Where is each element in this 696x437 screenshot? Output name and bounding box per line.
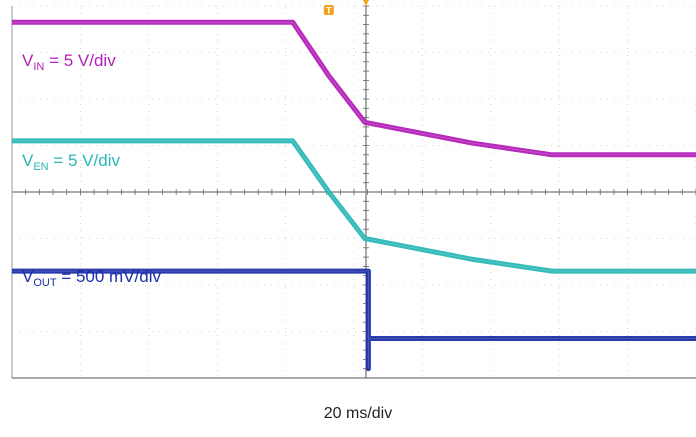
trace-noise-vin <box>12 21 696 156</box>
series-labels: VIN = 5 V/div VEN = 5 V/div VOUT = 500 mV/… <box>22 51 161 289</box>
trigger-arrow <box>363 0 369 6</box>
trace-noise-ven <box>12 140 696 272</box>
trace-noise-vout <box>12 270 696 369</box>
label-ven: VEN = 5 V/div <box>22 151 120 173</box>
grid <box>11 5 696 379</box>
traces <box>12 0 696 372</box>
trigger-box <box>323 5 334 15</box>
x-axis-label: 20 ms/div <box>324 405 392 422</box>
trace-vout <box>12 268 696 372</box>
trace-ven <box>12 138 696 274</box>
label-vout: VOUT = 500 mV/div <box>22 267 161 289</box>
label-vin: VIN = 5 V/div <box>22 51 116 73</box>
trigger-marker: T <box>326 6 332 16</box>
trace-vin <box>12 19 696 158</box>
